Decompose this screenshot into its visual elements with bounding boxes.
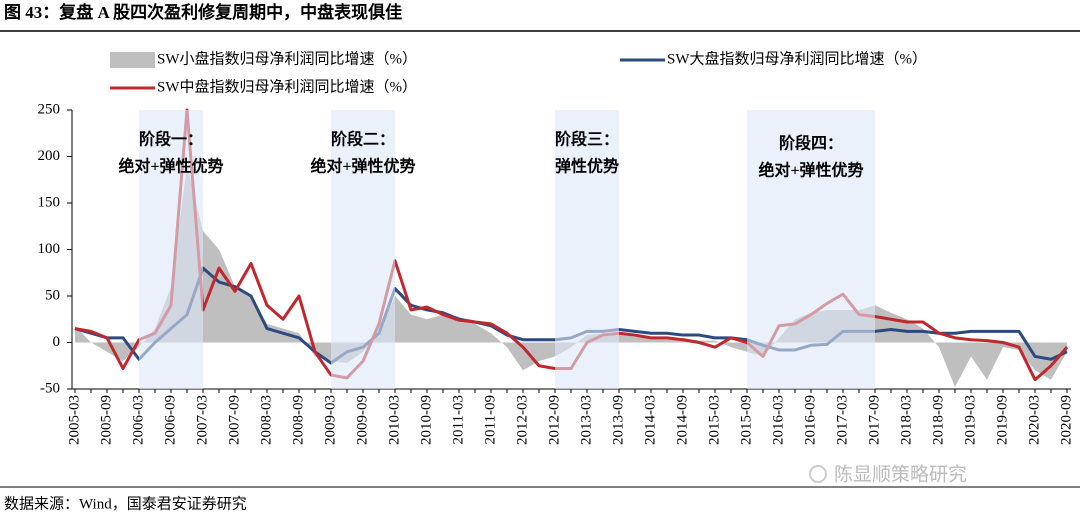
x-tick-label: 2020-09 <box>1058 395 1074 445</box>
x-tick-label: 2018-09 <box>930 395 946 445</box>
legend-swatch <box>110 52 155 68</box>
y-tick-label: 50 <box>45 287 60 303</box>
x-tick-label: 2015-03 <box>706 395 722 445</box>
x-tick-label: 2017-09 <box>866 395 882 445</box>
y-tick-label: 0 <box>53 334 61 350</box>
y-tick-label: 150 <box>38 194 61 210</box>
period-shade <box>555 110 619 389</box>
legend-label: SW大盘指数归母净利润同比增速（%） <box>667 49 927 67</box>
y-tick-label: 100 <box>38 241 61 257</box>
x-tick-label: 2013-09 <box>610 395 626 445</box>
period-shade <box>331 110 395 389</box>
y-tick-label: 250 <box>38 101 61 117</box>
x-tick-label: 2008-09 <box>290 395 306 445</box>
x-tick-label: 2009-03 <box>322 395 338 445</box>
x-tick-label: 2011-09 <box>482 395 498 444</box>
legend-label: SW小盘指数归母净利润同比增速（%） <box>157 49 417 67</box>
y-tick-label: -50 <box>40 380 60 396</box>
period-label: 阶段二： <box>331 130 395 149</box>
chart-title: 图 43：复盘 A 股四次盈利修复周期中，中盘表现俱佳 <box>4 2 402 22</box>
x-tick-label: 2020-03 <box>1026 395 1042 445</box>
legend-label: SW中盘指数归母净利润同比增速（%） <box>157 77 417 95</box>
period-label: 绝对+弹性优势 <box>118 157 223 176</box>
watermark-icon <box>809 465 827 483</box>
x-tick-label: 2010-09 <box>418 395 434 445</box>
x-tick-label: 2005-09 <box>98 395 114 445</box>
period-shade <box>139 110 203 389</box>
period-label: 弹性优势 <box>555 157 619 176</box>
x-tick-label: 2006-03 <box>130 395 146 445</box>
x-tick-label: 2007-09 <box>226 395 242 445</box>
x-tick-label: 2013-03 <box>578 395 594 445</box>
x-tick-label: 2010-03 <box>386 395 402 445</box>
x-tick-label: 2005-03 <box>66 395 82 445</box>
x-tick-label: 2014-09 <box>674 395 690 445</box>
x-tick-label: 2008-03 <box>258 395 274 445</box>
x-tick-label: 2012-09 <box>546 395 562 445</box>
x-tick-label: 2019-03 <box>962 395 978 445</box>
x-tick-label: 2006-09 <box>162 395 178 445</box>
x-tick-label: 2016-03 <box>770 395 786 445</box>
period-label: 阶段一： <box>139 130 203 149</box>
x-tick-label: 2011-03 <box>450 395 466 444</box>
x-tick-label: 2015-09 <box>738 395 754 445</box>
period-shade <box>747 110 875 389</box>
source: 数据来源：Wind，国泰君安证券研究 <box>4 495 247 512</box>
period-label: 阶段四： <box>779 134 843 153</box>
period-label: 阶段三： <box>555 130 619 149</box>
x-tick-label: 2018-03 <box>898 395 914 445</box>
y-tick-label: 200 <box>38 148 61 164</box>
x-tick-label: 2017-03 <box>834 395 850 445</box>
x-tick-label: 2012-03 <box>514 395 530 445</box>
x-tick-label: 2007-03 <box>194 395 210 445</box>
watermark: 陈显顺策略研究 <box>834 464 967 486</box>
period-label: 绝对+弹性优势 <box>758 161 863 180</box>
x-tick-label: 2019-09 <box>994 395 1010 445</box>
period-label: 绝对+弹性优势 <box>310 157 415 176</box>
x-tick-label: 2009-09 <box>354 395 370 445</box>
x-tick-label: 2014-03 <box>642 395 658 445</box>
x-tick-label: 2016-09 <box>802 395 818 445</box>
